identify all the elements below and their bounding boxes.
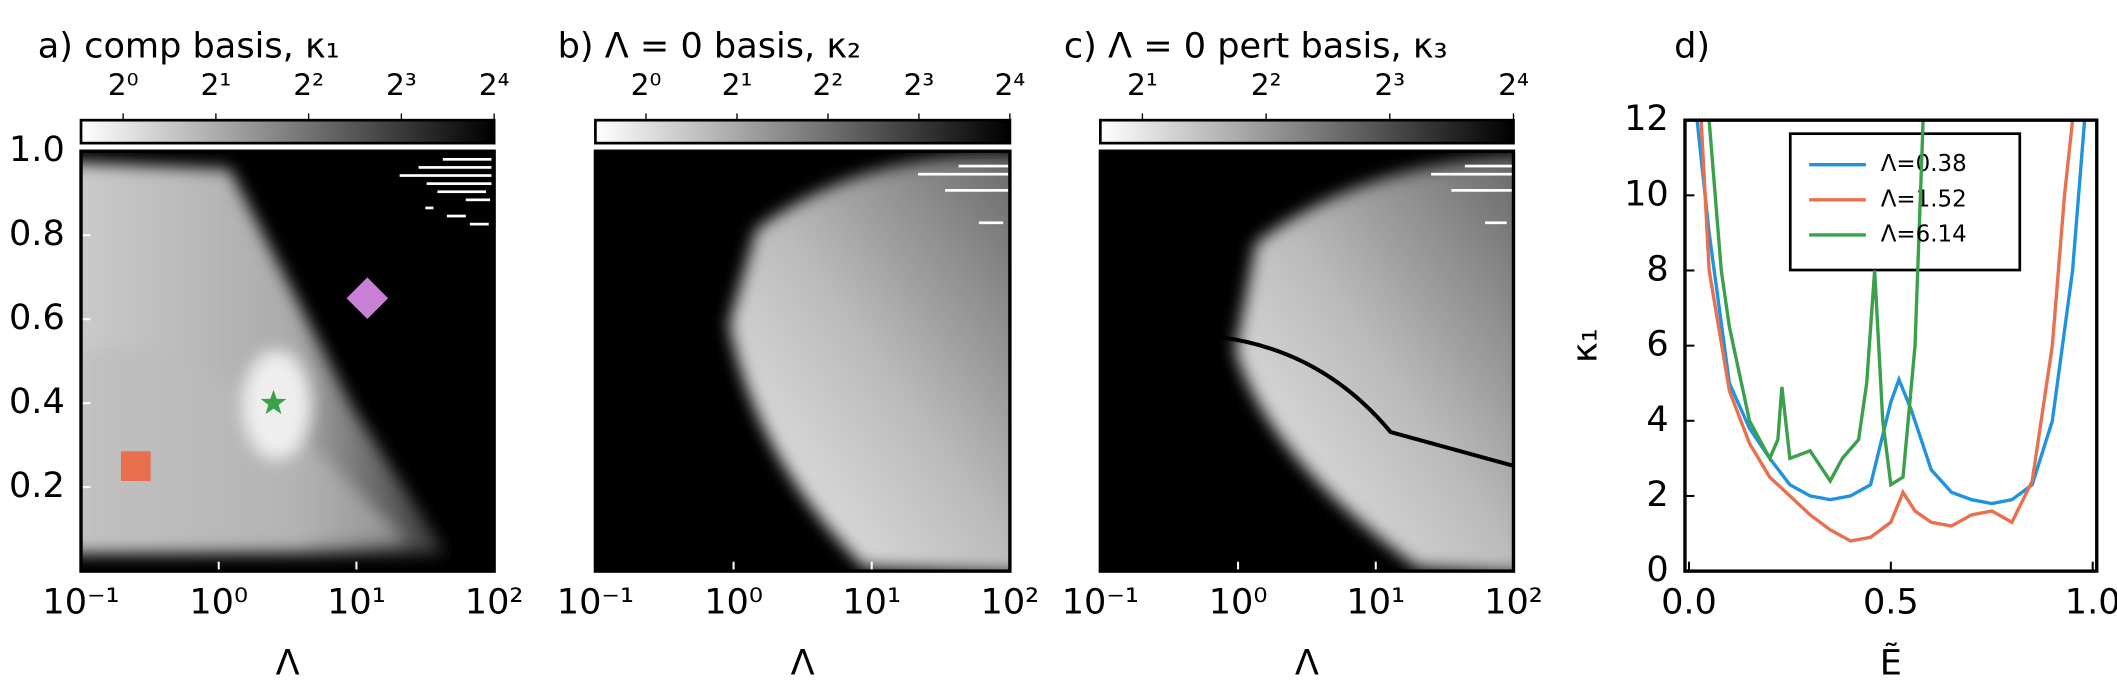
colorbar-tick-label: 2⁴	[994, 68, 1025, 103]
legend-label: Λ=1.52	[1881, 186, 1967, 212]
panel-title: a) comp basis, κ₁	[38, 25, 340, 66]
colorbar-tick-label: 2¹	[200, 68, 231, 103]
colorbar-tick-label: 2⁰	[108, 68, 139, 103]
y-tick-label: 4	[1646, 399, 1668, 440]
legend-label: Λ=6.14	[1881, 221, 1967, 247]
panel-title: d)	[1674, 25, 1710, 66]
panel-title: b) Λ = 0 basis, κ₂	[558, 25, 861, 66]
legend-box	[1788, 132, 2022, 272]
plot-frame	[1683, 118, 2099, 573]
y-tick-label: 6	[1646, 324, 1668, 365]
x-tick-label: 10⁻¹	[1062, 582, 1139, 623]
y-tick-label: 1.0	[9, 129, 65, 170]
y-tick-label: 2	[1646, 474, 1668, 515]
plot-frame	[79, 149, 496, 573]
colorbar-tick-label: 2³	[1374, 68, 1405, 103]
marker	[120, 451, 151, 482]
x-axis-label: Ẽ	[1880, 641, 1902, 683]
colorbar-tick-label: 2²	[293, 68, 324, 103]
x-tick-label: 10¹	[327, 582, 386, 623]
y-tick-label: 0	[1646, 549, 1668, 590]
heatmap-texture	[81, 151, 1515, 572]
x-tick-label: 1.0	[2065, 582, 2117, 623]
x-axis-label: Λ	[791, 642, 815, 683]
y-tick-label: 12	[1624, 98, 1669, 139]
x-tick-label: 0.5	[1863, 582, 1919, 623]
x-tick-label: 10⁻¹	[557, 582, 634, 623]
x-tick-label: 10¹	[842, 582, 901, 623]
panel-title: c) Λ = 0 pert basis, κ₃	[1064, 25, 1448, 66]
y-tick-label: 0.8	[9, 213, 65, 254]
y-tick-label: 8	[1646, 248, 1668, 289]
x-tick-label: 10¹	[1346, 582, 1405, 623]
line	[1707, 120, 1925, 488]
x-tick-label: 10²	[1484, 582, 1543, 623]
x-tick-label: 10⁰	[1209, 582, 1268, 623]
plot-frame	[1098, 149, 1516, 573]
x-tick-label: 10²	[981, 582, 1040, 623]
x-tick-label: 0.0	[1661, 582, 1717, 623]
line	[1695, 120, 2087, 506]
colorbar	[1099, 118, 1515, 145]
y-tick-label: 0.2	[9, 465, 65, 506]
colorbar-tick-label: 2¹	[722, 68, 753, 103]
x-tick-label: 10⁰	[189, 582, 248, 623]
plot-frame	[593, 149, 1012, 573]
y-tick-label: 0.4	[9, 381, 65, 422]
x-axis-label: Λ	[276, 642, 300, 683]
marker	[260, 389, 287, 415]
colorbar-tick-label: 2⁰	[631, 68, 662, 103]
legend-label: Λ=0.38	[1881, 151, 1967, 177]
x-tick-label: 10²	[465, 582, 524, 623]
x-tick-label: 10⁻¹	[42, 582, 119, 623]
colorbar-tick-label: 2³	[904, 68, 935, 103]
colorbar-tick-label: 2²	[813, 68, 844, 103]
colorbar-tick-label: 2¹	[1127, 68, 1158, 103]
colorbar-tick-label: 2⁴	[479, 68, 510, 103]
colorbar-tick-label: 2⁴	[1498, 68, 1529, 103]
x-tick-label: 10⁰	[704, 582, 763, 623]
colorbar-tick-label: 2³	[386, 68, 417, 103]
x-axis-label: Λ	[1295, 642, 1319, 683]
line	[1699, 120, 2075, 543]
y-tick-label: 10	[1624, 173, 1669, 214]
colorbar	[594, 118, 1012, 145]
marker	[346, 277, 389, 319]
y-axis-label: κ₁	[1564, 328, 1605, 363]
colorbar-tick-label: 2²	[1251, 68, 1282, 103]
y-tick-label: 0.6	[9, 297, 65, 338]
colorbar	[79, 118, 496, 145]
